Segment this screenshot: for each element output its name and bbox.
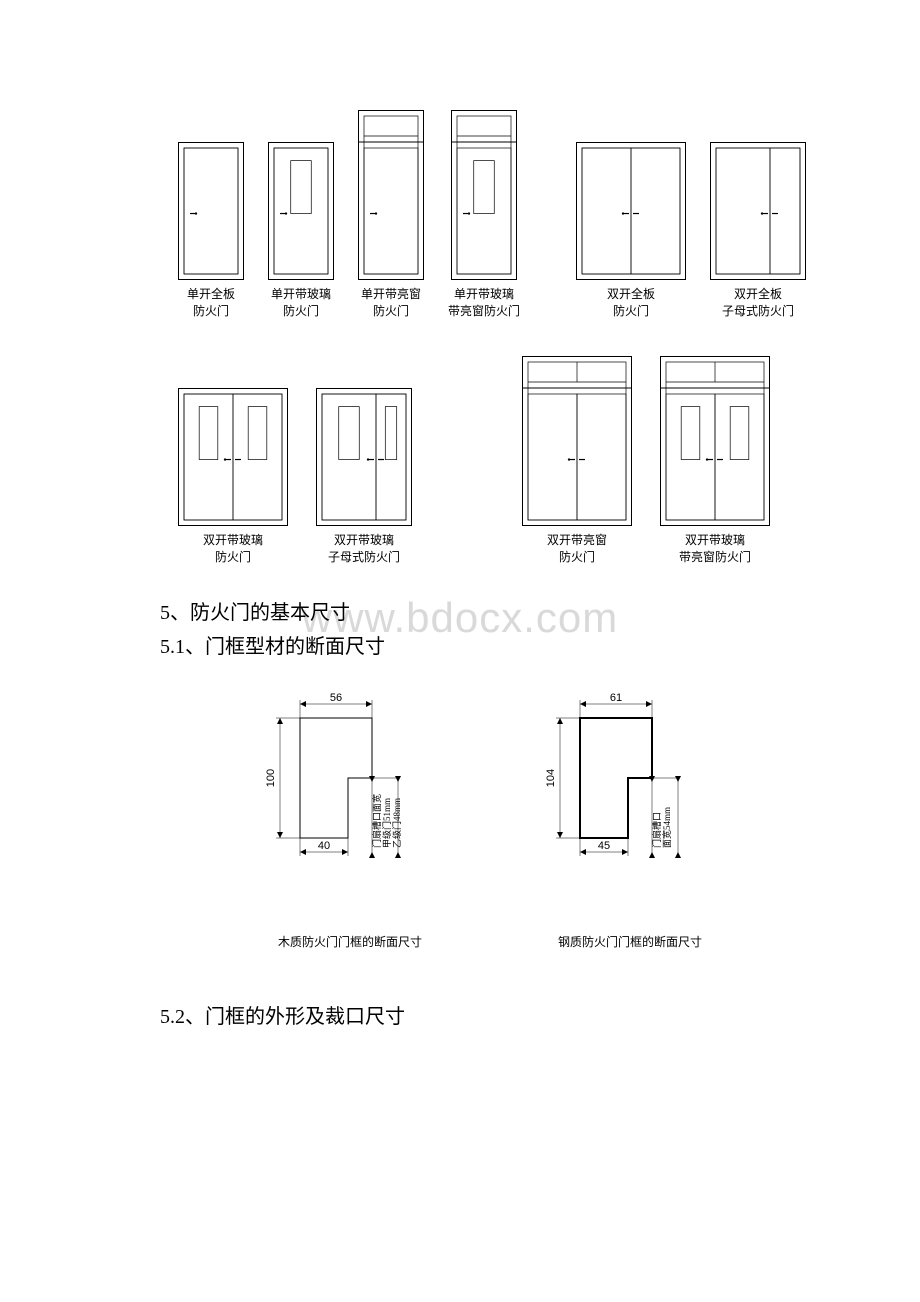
- section-wood: 56 100 40 门扇槽口面宽甲级门51mm乙级门48mm 木质防火门门框的断面尺寸: [240, 688, 460, 950]
- door-double-glass-mother: 双开带玻璃子母式防火门: [316, 388, 412, 566]
- door-double-transom-icon: [522, 356, 632, 526]
- heading-5-1: 5.1、门框型材的断面尺寸: [160, 630, 385, 659]
- door-single-transom-icon: [358, 110, 424, 280]
- door-double-full-icon: [576, 142, 686, 280]
- section-steel-svg: 61 104 45 门扇槽口面宽54mm: [520, 688, 740, 918]
- door-double-glass-transom-icon: [660, 356, 770, 526]
- svg-text:面宽54mm: 面宽54mm: [661, 807, 672, 848]
- door-single-full-icon: [178, 142, 244, 280]
- svg-text:61: 61: [610, 692, 622, 704]
- door-double-glass: 双开带玻璃防火门: [178, 388, 288, 566]
- svg-text:100: 100: [265, 769, 277, 787]
- section-wood-caption: 木质防火门门框的断面尺寸: [240, 933, 460, 950]
- section-steel: 61 104 45 门扇槽口面宽54mm 钢质防火门门框的断面尺寸: [520, 688, 740, 950]
- svg-text:40: 40: [318, 840, 330, 852]
- door-single-full-caption: 单开全板防火门: [187, 286, 235, 320]
- door-double-mother: 双开全板子母式防火门: [710, 142, 806, 320]
- door-double-glass-transom-caption: 双开带玻璃带亮窗防火门: [679, 532, 751, 566]
- door-double-mother-icon: [710, 142, 806, 280]
- door-double-full-caption: 双开全板防火门: [607, 286, 655, 320]
- door-row-1: 单开全板防火门 单开带玻璃防火门单开带亮窗防火门单开带玻璃带亮窗防火门 双开全板防火…: [178, 110, 806, 320]
- door-single-glass: 单开带玻璃防火门: [268, 142, 334, 320]
- section-steel-caption: 钢质防火门门框的断面尺寸: [520, 933, 740, 950]
- svg-text:56: 56: [330, 692, 342, 704]
- door-single-transom-caption: 单开带亮窗防火门: [361, 286, 421, 320]
- svg-text:45: 45: [598, 840, 610, 852]
- door-single-glass-transom-icon: [451, 110, 517, 280]
- svg-text:104: 104: [545, 769, 557, 787]
- svg-text:门扇槽口面宽: 门扇槽口面宽: [371, 794, 382, 848]
- svg-text:门扇槽口: 门扇槽口: [651, 812, 662, 848]
- section-wood-svg: 56 100 40 门扇槽口面宽甲级门51mm乙级门48mm: [240, 688, 460, 918]
- door-single-transom: 单开带亮窗防火门: [358, 110, 424, 320]
- door-double-glass-icon: [178, 388, 288, 526]
- page: www.bdocx.com 单开全板防火门单开带玻璃防火门单开带亮窗防火门单开带…: [0, 0, 920, 1302]
- door-single-glass-icon: [268, 142, 334, 280]
- door-single-glass-transom-caption: 单开带玻璃带亮窗防火门: [448, 286, 520, 320]
- door-double-transom: 双开带亮窗防火门: [522, 356, 632, 566]
- svg-text:乙级门48mm: 乙级门48mm: [391, 798, 402, 848]
- heading-5: 5、防火门的基本尺寸: [160, 596, 350, 625]
- svg-text:甲级门51mm: 甲级门51mm: [381, 798, 392, 848]
- door-single-full: 单开全板防火门: [178, 142, 244, 320]
- door-double-full: 双开全板防火门: [576, 142, 686, 320]
- door-single-glass-transom: 单开带玻璃带亮窗防火门: [448, 110, 520, 320]
- door-double-mother-caption: 双开全板子母式防火门: [722, 286, 794, 320]
- door-double-glass-caption: 双开带玻璃防火门: [203, 532, 263, 566]
- door-double-glass-mother-caption: 双开带玻璃子母式防火门: [328, 532, 400, 566]
- door-double-transom-caption: 双开带亮窗防火门: [547, 532, 607, 566]
- heading-5-2: 5.2、门框的外形及裁口尺寸: [160, 1000, 405, 1029]
- door-double-glass-mother-icon: [316, 388, 412, 526]
- door-single-glass-caption: 单开带玻璃防火门: [271, 286, 331, 320]
- door-row-2: 双开带玻璃防火门 双开带玻璃子母式防火门 双开带亮窗防火门 双开带玻璃带亮窗防火门: [178, 356, 770, 566]
- door-double-glass-transom: 双开带玻璃带亮窗防火门: [660, 356, 770, 566]
